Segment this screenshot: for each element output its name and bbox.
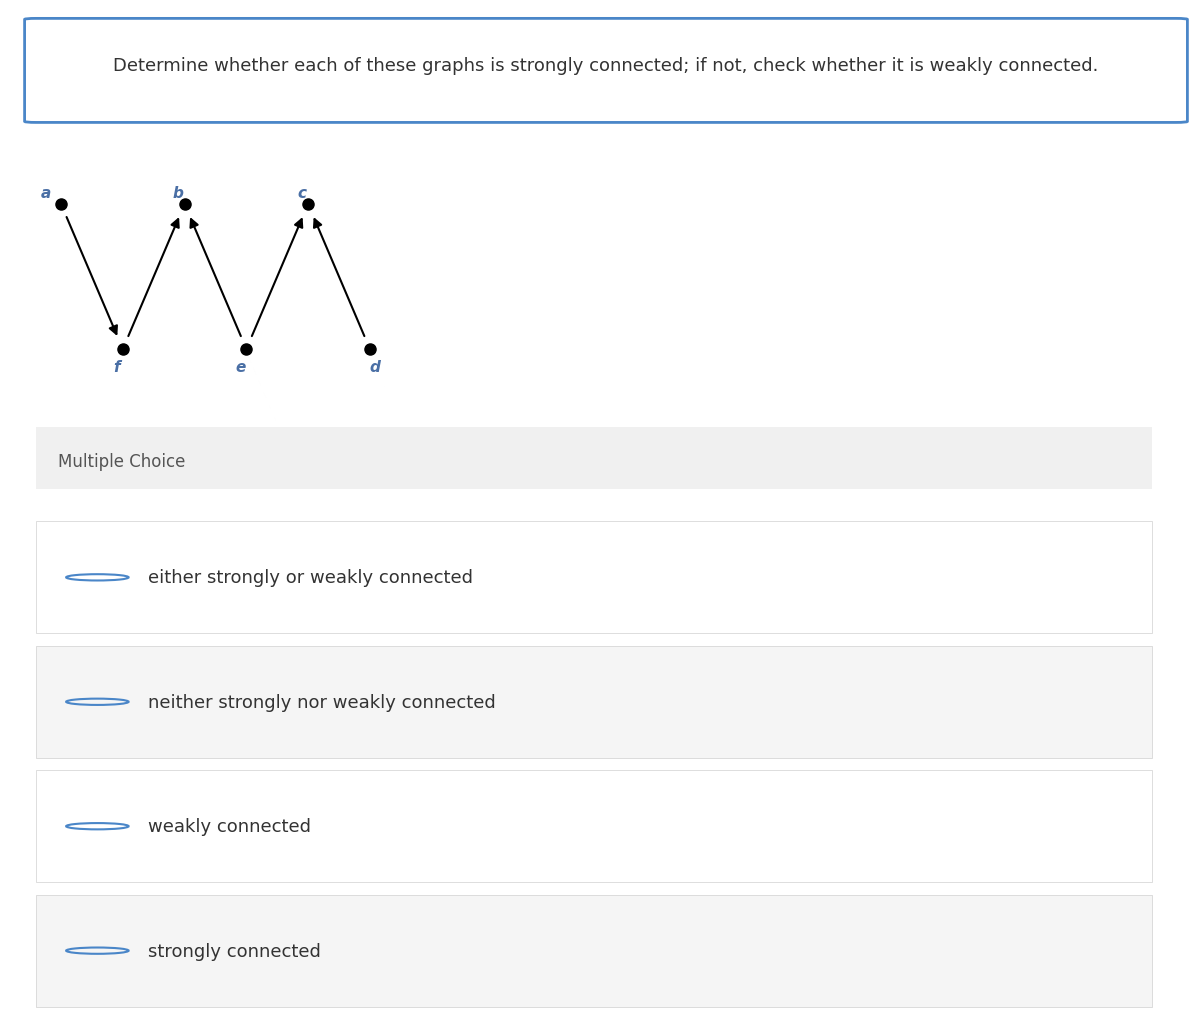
Text: a: a	[41, 185, 52, 201]
Text: c: c	[298, 185, 306, 201]
FancyBboxPatch shape	[36, 646, 1152, 758]
Text: strongly connected: strongly connected	[148, 942, 320, 960]
Text: Determine whether each of these graphs is strongly connected; if not, check whet: Determine whether each of these graphs i…	[113, 57, 1099, 75]
FancyBboxPatch shape	[36, 522, 1152, 634]
Text: Multiple Choice: Multiple Choice	[59, 452, 186, 471]
FancyBboxPatch shape	[36, 770, 1152, 882]
Text: b: b	[173, 185, 184, 201]
Text: either strongly or weakly connected: either strongly or weakly connected	[148, 569, 473, 587]
FancyBboxPatch shape	[36, 895, 1152, 1007]
Text: weakly connected: weakly connected	[148, 817, 311, 836]
Text: neither strongly nor weakly connected: neither strongly nor weakly connected	[148, 693, 496, 711]
FancyBboxPatch shape	[24, 19, 1188, 123]
Text: d: d	[370, 360, 380, 375]
Text: f: f	[113, 360, 120, 375]
Text: e: e	[235, 360, 245, 375]
FancyBboxPatch shape	[36, 428, 1152, 489]
